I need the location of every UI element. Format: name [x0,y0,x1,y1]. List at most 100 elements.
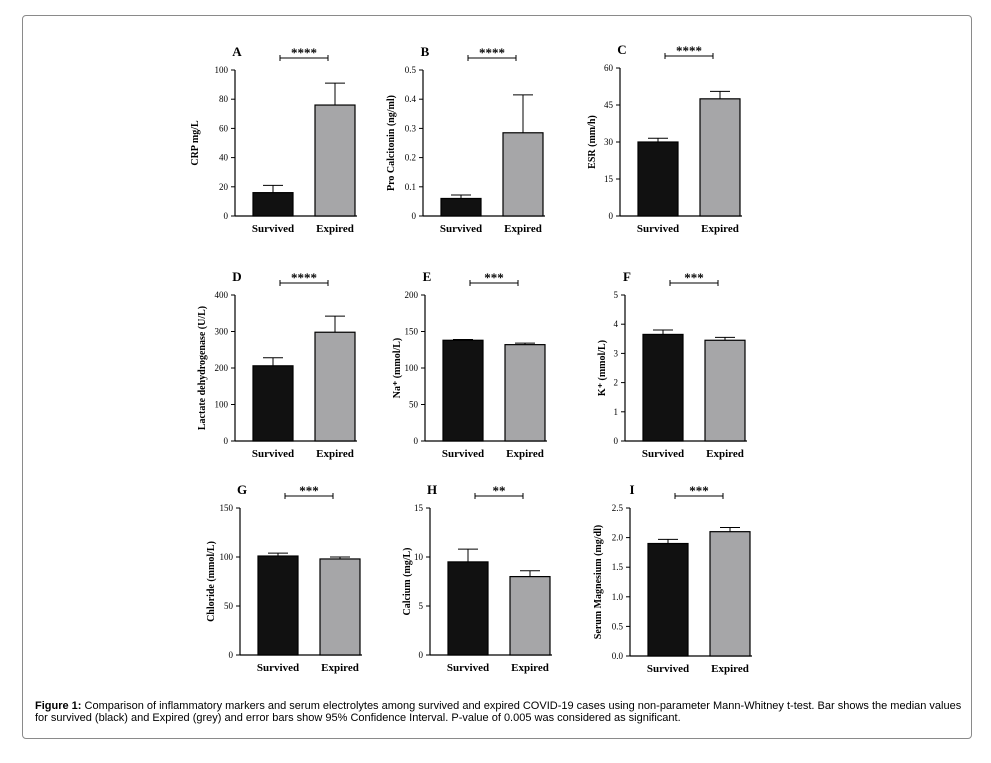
panel-f: 0 1 2 3 4 5 Survived Expired *** F K⁺ (mmol/L) [597,269,747,460]
category-label-survived: Survived [642,448,684,460]
y-tick-label: 5 [614,290,619,300]
panel-h: 0 5 10 15 Survived Expired ** H Calcium (mg/L) [402,482,552,674]
y-tick-label: 0.3 [405,123,417,133]
panel-letter: F [623,269,631,284]
y-axis-label: Lactate dehydrogenase (U/L) [197,306,208,430]
y-tick-label: 2 [614,378,619,388]
y-tick-label: 100 [220,552,234,562]
panel-c: 0 15 30 45 60 Survived Expired **** C ESR (mm/h) [587,42,742,235]
bar-expired [314,104,356,217]
panel-letter: I [629,482,634,497]
category-label-expired: Expired [316,448,354,460]
y-tick-label: 1.5 [612,562,624,572]
panel-e: 0 50 100 150 200 Survived Expired *** E Na⁺ (mmol… [392,269,547,460]
y-tick-label: 0 [412,211,417,221]
y-tick-label: 2.5 [612,503,624,513]
category-label-survived: Survived [647,663,689,675]
category-label-survived: Survived [442,448,484,460]
category-label-survived: Survived [440,223,482,235]
panel-letter: G [237,482,247,497]
bar-survived [252,192,294,217]
y-tick-label: 15 [414,503,424,513]
y-tick-label: 100 [405,363,419,373]
category-label-expired: Expired [511,662,549,674]
y-tick-label: 0.4 [405,94,417,104]
y-tick-label: 0.2 [405,153,416,163]
category-label-survived: Survived [637,223,679,235]
significance-stars: *** [689,483,709,498]
category-label-survived: Survived [447,662,489,674]
category-label-survived: Survived [252,448,294,460]
bar-survived [442,339,484,442]
y-tick-label: 0 [229,650,234,660]
bar-survived [252,365,294,442]
category-label-expired: Expired [506,448,544,460]
y-tick-label: 0.1 [405,182,416,192]
y-tick-label: 50 [224,601,234,611]
y-tick-label: 0 [414,436,419,446]
y-axis-label: Pro Calcitonin (ng/ml) [386,95,397,191]
y-tick-label: 0 [419,650,424,660]
panel-letter: H [427,482,437,497]
panel-d: 0 100 200 300 400 Survived Expired **** D Lactate… [197,269,357,460]
y-tick-label: 100 [215,65,229,75]
y-tick-label: 200 [405,290,419,300]
bar-expired [699,98,741,217]
y-tick-label: 0.0 [612,651,624,661]
panel-b: 0 0.1 0.2 0.3 0.4 0.5 Survived Expired **** B Pro … [386,44,545,235]
y-tick-label: 30 [604,137,614,147]
y-axis-label: K⁺ (mmol/L) [597,340,608,396]
y-tick-label: 150 [405,327,419,337]
bar-survived [637,141,679,217]
y-tick-label: 0.5 [405,65,417,75]
panel-letter: A [232,44,242,59]
panel-letter: D [232,269,241,284]
y-axis-label: ESR (mm/h) [587,115,598,169]
significance-stars: ** [493,483,506,498]
y-tick-label: 200 [215,363,229,373]
bar-expired [709,531,751,657]
y-tick-label: 10 [414,552,424,562]
y-tick-label: 4 [614,319,619,329]
y-axis-label: Chloride (mmol/L) [206,541,217,622]
significance-stars: *** [484,270,504,285]
y-tick-label: 45 [604,100,614,110]
y-tick-label: 0.5 [612,621,624,631]
y-tick-label: 0 [224,211,229,221]
category-label-expired: Expired [706,448,744,460]
bar-expired [509,575,551,656]
figure-frame [22,15,972,739]
category-label-expired: Expired [701,223,739,235]
bar-expired [704,339,746,442]
y-tick-label: 3 [614,348,619,358]
panel-letter: E [423,269,432,284]
y-axis-label: Na⁺ (mmol/L) [392,338,403,399]
y-tick-label: 40 [219,153,229,163]
category-label-expired: Expired [711,663,749,675]
bar-survived [440,197,482,217]
bar-survived [447,561,489,656]
category-label-expired: Expired [504,223,542,235]
y-tick-label: 1.0 [612,592,624,602]
y-tick-label: 5 [419,601,424,611]
bar-survived [257,555,299,656]
bar-survived [642,333,684,442]
y-tick-label: 1 [614,407,619,417]
panel-a: 0 20 40 60 80 100 Survived Expired **** A CRP mg/L [190,44,357,235]
bar-expired [319,558,361,656]
significance-stars: *** [684,270,704,285]
y-axis-label: Calcium (mg/L) [402,547,413,615]
category-label-survived: Survived [252,223,294,235]
y-axis-label: CRP mg/L [190,120,201,166]
significance-stars: **** [676,43,702,58]
y-tick-label: 0 [609,211,614,221]
bar-expired [502,132,544,217]
y-tick-label: 60 [604,63,614,73]
y-tick-label: 150 [220,503,234,513]
y-tick-label: 2.0 [612,533,624,543]
significance-stars: **** [291,270,317,285]
y-tick-label: 15 [604,174,614,184]
caption-label: Figure 1: [35,700,82,712]
bar-expired [314,331,356,442]
figure-caption: Figure 1: Comparison of inflammatory mar… [35,700,963,724]
